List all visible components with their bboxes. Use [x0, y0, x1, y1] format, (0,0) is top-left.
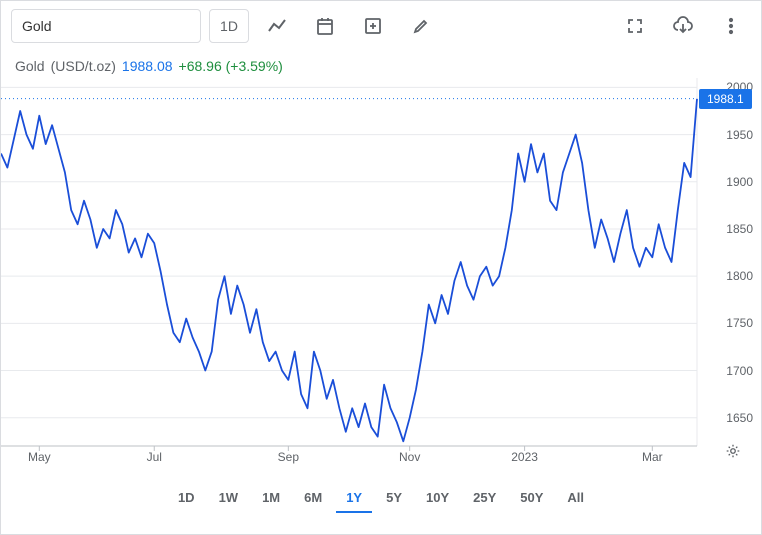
search-input[interactable] — [11, 9, 201, 43]
period-button[interactable]: 1D — [209, 9, 249, 43]
download-button[interactable] — [663, 9, 703, 43]
range-button-10y[interactable]: 10Y — [416, 484, 459, 513]
range-button-all[interactable]: All — [557, 484, 594, 513]
range-button-50y[interactable]: 50Y — [510, 484, 553, 513]
period-label: 1D — [220, 18, 238, 34]
instrument-unit: (USD/t.oz) — [51, 58, 116, 74]
y-tick-label: 1650 — [726, 411, 753, 425]
x-tick-label: May — [28, 450, 51, 464]
fullscreen-icon — [625, 16, 645, 36]
chart-area: 16501700175018001850190019502000 1988.1 … — [1, 78, 761, 470]
price-change: +68.96 (+3.59%) — [179, 58, 283, 74]
range-button-25y[interactable]: 25Y — [463, 484, 506, 513]
current-price-badge: 1988.1 — [699, 89, 752, 109]
calendar-button[interactable] — [305, 9, 345, 43]
info-row: Gold (USD/t.oz) 1988.08 +68.96 (+3.59%) — [1, 52, 761, 78]
price-value: 1988.08 — [122, 58, 173, 74]
range-selector: 1D1W1M6M1Y5Y10Y25Y50YAll — [1, 470, 761, 515]
y-tick-label: 1950 — [726, 128, 753, 142]
more-vertical-icon — [721, 16, 741, 36]
toolbar: 1D — [1, 1, 761, 52]
more-button[interactable] — [711, 9, 751, 43]
range-button-5y[interactable]: 5Y — [376, 484, 412, 513]
y-axis-labels: 16501700175018001850190019502000 — [705, 78, 761, 470]
y-tick-label: 1700 — [726, 364, 753, 378]
calendar-icon — [315, 16, 335, 36]
chart-type-button[interactable] — [257, 9, 297, 43]
pencil-icon — [411, 16, 431, 36]
y-tick-label: 1800 — [726, 269, 753, 283]
gear-icon — [724, 442, 742, 460]
x-tick-label: Sep — [278, 450, 299, 464]
range-button-1d[interactable]: 1D — [168, 484, 205, 513]
x-axis-labels: May Jul Sep Nov 2023 Mar — [1, 446, 697, 470]
chart-line-icon — [267, 16, 287, 36]
range-button-1m[interactable]: 1M — [252, 484, 290, 513]
plus-box-icon — [363, 16, 383, 36]
chart-settings-button[interactable] — [713, 434, 753, 468]
x-tick-label: 2023 — [511, 450, 538, 464]
add-button[interactable] — [353, 9, 393, 43]
x-tick-label: Jul — [147, 450, 162, 464]
edit-button[interactable] — [401, 9, 441, 43]
range-button-1y[interactable]: 1Y — [336, 484, 372, 513]
x-tick-label: Nov — [399, 450, 420, 464]
y-tick-label: 1900 — [726, 175, 753, 189]
cloud-download-icon — [672, 16, 694, 36]
instrument-name: Gold — [15, 58, 45, 74]
x-tick-label: Mar — [642, 450, 663, 464]
range-button-6m[interactable]: 6M — [294, 484, 332, 513]
range-button-1w[interactable]: 1W — [209, 484, 249, 513]
price-chart[interactable] — [1, 78, 757, 470]
y-tick-label: 1750 — [726, 316, 753, 330]
y-tick-label: 1850 — [726, 222, 753, 236]
fullscreen-button[interactable] — [615, 9, 655, 43]
